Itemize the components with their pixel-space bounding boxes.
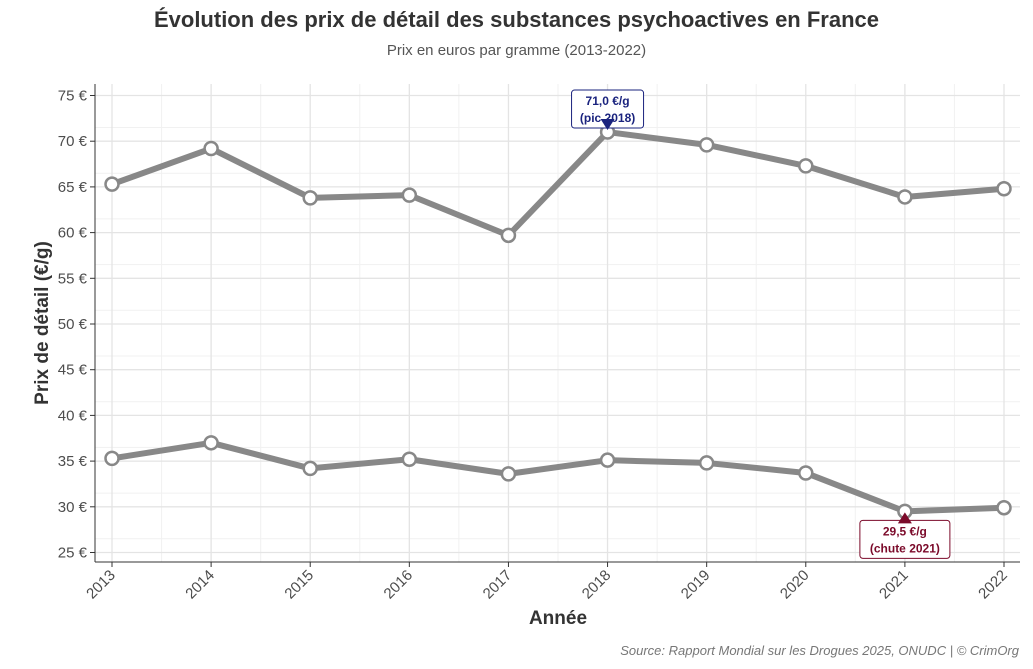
y-tick-label: 55 € (58, 270, 88, 287)
drop-marker-icon (897, 512, 912, 524)
data-point (996, 499, 1012, 516)
data-point (798, 465, 814, 481)
data-point (203, 140, 219, 157)
data-point (698, 455, 715, 471)
series-lines (104, 124, 1012, 520)
y-tick-label: 70 € (58, 133, 88, 150)
x-tick-label: 2018 (579, 567, 615, 603)
y-tick-label: 65 € (58, 179, 88, 196)
x-tick-label: 2016 (381, 567, 417, 603)
annotation-value: 29,5 €/g (883, 524, 927, 538)
data-point (401, 451, 418, 468)
y-tick-label: 60 € (58, 225, 88, 242)
x-tick-label: 2021 (876, 567, 912, 603)
data-point (599, 452, 616, 468)
series-line (109, 439, 1007, 515)
y-tick-label: 25 € (58, 545, 88, 562)
data-point (996, 180, 1012, 197)
source-caption: Source: Rapport Mondial sur les Drogues … (620, 643, 1019, 658)
data-point (104, 450, 120, 467)
y-axis-title: Prix de détail (€/g) (32, 241, 53, 405)
annotation-value: 71,0 €/g (586, 94, 630, 108)
annotation-note: (chute 2021) (870, 541, 940, 555)
data-point (798, 158, 814, 174)
data-point (302, 460, 318, 477)
x-tick-label: 2013 (83, 567, 119, 603)
x-tick-label: 2019 (678, 567, 714, 603)
grid (95, 84, 1020, 562)
data-point (500, 466, 517, 482)
y-tick-label: 35 € (58, 453, 88, 470)
x-tick-label: 2017 (480, 567, 516, 603)
data-point (302, 190, 318, 206)
y-tick-label: 30 € (58, 499, 88, 516)
data-point (500, 227, 517, 244)
y-tick-label: 75 € (58, 88, 88, 105)
annotations: 71,0 €/g (pic 2018) 29,5 €/g (chute 2021) (571, 89, 951, 559)
chart-title: Évolution des prix de détail des substan… (153, 7, 880, 32)
data-point (698, 137, 715, 153)
x-tick-label: 2014 (182, 567, 218, 603)
x-tick-label: 2015 (281, 567, 317, 603)
x-axis-title: Année (529, 608, 587, 629)
series-line (109, 129, 1007, 239)
y-tick-label: 50 € (58, 316, 88, 333)
y-tick-label: 40 € (58, 407, 88, 424)
chart-subtitle: Prix en euros par gramme (2013-2022) (386, 42, 647, 59)
data-point (104, 176, 120, 192)
peak-marker-icon (600, 119, 615, 131)
x-tick-label: 2022 (975, 567, 1011, 603)
y-tick-label: 45 € (58, 362, 88, 379)
data-point (401, 187, 418, 203)
data-point (897, 189, 913, 205)
data-point (203, 435, 219, 451)
x-tick-label: 2020 (777, 567, 813, 603)
annotation-note: (pic 2018) (580, 111, 635, 125)
